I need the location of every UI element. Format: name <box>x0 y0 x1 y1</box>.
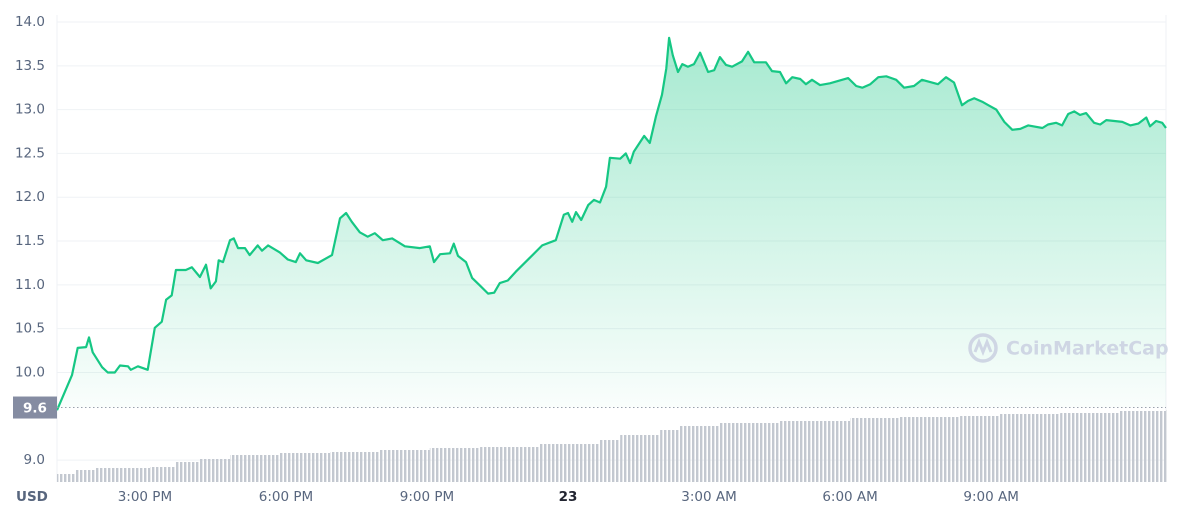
volume-bar <box>1166 410 1168 482</box>
volume-bar <box>850 418 900 482</box>
volume-bar <box>279 453 331 482</box>
x-tick-label: 9:00 PM <box>400 489 454 505</box>
price-area <box>57 37 1166 411</box>
volume-bar <box>57 474 75 482</box>
volume-bar <box>95 468 151 482</box>
watermark-text: CoinMarketCap <box>1006 338 1169 360</box>
volume-bar <box>174 462 200 482</box>
volume-bar <box>599 440 621 482</box>
volume-bar <box>679 426 720 482</box>
x-tick-label: 9:00 AM <box>963 489 1019 505</box>
volume-bar <box>230 455 280 482</box>
y-tick-label: 10.0 <box>15 364 45 380</box>
baseline-badge <box>13 396 57 419</box>
volume-bar <box>74 470 96 482</box>
y-tick-label: 11.0 <box>15 277 45 293</box>
y-tick-label: 13.0 <box>15 102 45 118</box>
volume-bar <box>620 435 661 482</box>
y-tick-label: 13.5 <box>15 58 45 74</box>
volume-bar <box>379 450 430 482</box>
y-tick-label: 14.0 <box>15 14 45 30</box>
x-tick-label: 6:00 PM <box>259 489 313 505</box>
volume-bar <box>429 448 481 482</box>
volume-bar <box>1000 414 1061 482</box>
volume-bar <box>719 423 781 482</box>
volume-bar <box>660 430 680 482</box>
watermark: CoinMarketCap <box>968 333 1169 363</box>
volume-bar <box>199 459 231 482</box>
volume-bar <box>150 467 175 482</box>
volume-bar <box>780 421 851 482</box>
volume-bar <box>960 416 1001 482</box>
volume-bar <box>1119 411 1166 482</box>
volume-bar <box>1060 413 1120 482</box>
y-unit: USD <box>16 489 48 505</box>
baseline-label: 9.6 <box>23 401 47 417</box>
y-tick-label: 12.0 <box>15 189 45 205</box>
x-tick-label: 6:00 AM <box>822 489 878 505</box>
price-line <box>55 36 1167 411</box>
volume-bar <box>899 417 961 482</box>
y-tick-label: 9.0 <box>24 452 45 468</box>
x-tick-label: 3:00 AM <box>681 489 737 505</box>
volume-bar <box>480 447 540 482</box>
x-tick-label: 3:00 PM <box>118 489 172 505</box>
y-tick-label: 10.5 <box>15 321 45 337</box>
volume-bar <box>539 444 600 482</box>
y-tick-label: 11.5 <box>15 233 45 249</box>
y-tick-label: 12.5 <box>15 145 45 161</box>
volume-bar <box>330 452 380 482</box>
x-tick-label: 23 <box>559 489 578 505</box>
